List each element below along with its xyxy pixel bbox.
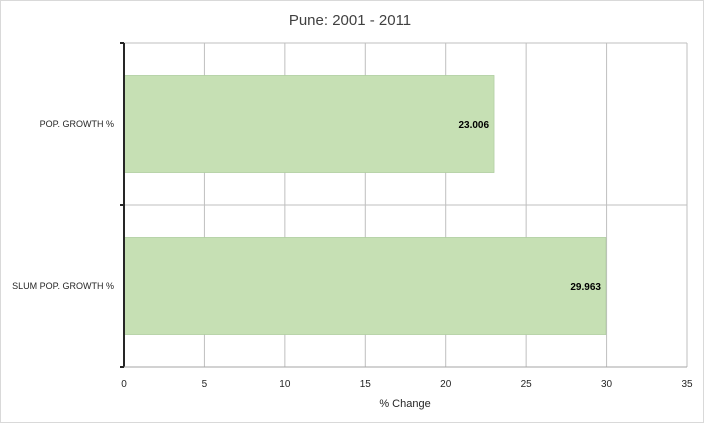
data-label: 29.963 <box>570 282 601 293</box>
x-tick-label: 10 <box>279 379 291 390</box>
bars <box>123 75 607 335</box>
category-label: POP. GROWTH % <box>40 119 114 129</box>
x-tick-label: 5 <box>202 379 208 390</box>
x-tick-label: 35 <box>681 379 693 390</box>
x-tick-label: 30 <box>601 379 613 390</box>
bar <box>123 75 495 173</box>
x-tick-label: 0 <box>121 379 127 390</box>
labels: 0 5 10 15 20 25 30 35 POP. GROWTH % 23.006 SLUM PO… <box>12 119 693 390</box>
x-tick-label: 15 <box>360 379 372 390</box>
x-tick-label: 25 <box>521 379 533 390</box>
x-tick-label: 20 <box>440 379 452 390</box>
x-axis-title: % Change <box>379 398 430 410</box>
axes <box>120 42 687 368</box>
chart-title: Pune: 2001 - 2011 <box>289 12 411 29</box>
category-label: SLUM POP. GROWTH % <box>12 281 114 291</box>
data-label: 23.006 <box>458 120 489 131</box>
bar <box>123 237 607 335</box>
